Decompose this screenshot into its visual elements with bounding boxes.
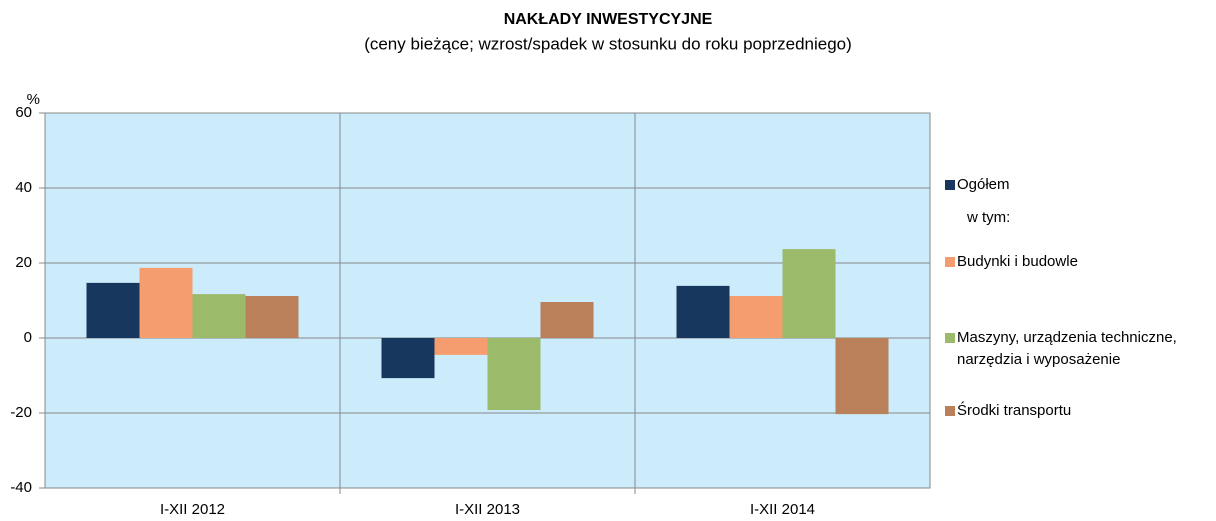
chart-title: NAKŁADY INWESTYCYJNE: [504, 11, 713, 28]
bar: [540, 302, 594, 338]
bar: [139, 267, 193, 338]
x-tick-label: I-XII 2014: [750, 501, 815, 518]
legend-label: Maszyny, urządzenia techniczne, narzędzi…: [957, 329, 1177, 368]
y-tick-label: 40: [15, 179, 32, 196]
legend-swatch: [945, 257, 955, 267]
bar: [487, 338, 541, 410]
y-tick-label: -20: [10, 404, 32, 421]
legend-swatch: [945, 180, 955, 190]
legend-swatch: [945, 406, 955, 416]
y-tick-label: 60: [15, 104, 32, 121]
bar: [835, 338, 889, 415]
x-tick-label: I-XII 2012: [160, 501, 225, 518]
x-tick-label: I-XII 2013: [455, 501, 520, 518]
legend-label: Środki transportu: [957, 402, 1072, 419]
y-tick-label: -40: [10, 479, 32, 496]
legend-swatch: [945, 333, 955, 343]
y-tick-label: 0: [24, 329, 32, 346]
bar: [245, 296, 299, 338]
bar: [192, 294, 246, 338]
bar: [381, 338, 435, 379]
bar: [729, 296, 783, 338]
bar: [782, 249, 836, 338]
chart-subtitle: (ceny bieżące; wzrost/spadek w stosunku …: [364, 34, 852, 53]
bar: [434, 338, 488, 355]
legend-note: w tym:: [967, 209, 1011, 226]
y-axis-label: %: [27, 91, 40, 108]
legend-label: Ogółem: [957, 176, 1010, 193]
legend-label: Budynki i budowle: [957, 253, 1078, 270]
bar: [86, 282, 140, 338]
bar: [676, 285, 730, 338]
y-tick-label: 20: [15, 254, 32, 271]
